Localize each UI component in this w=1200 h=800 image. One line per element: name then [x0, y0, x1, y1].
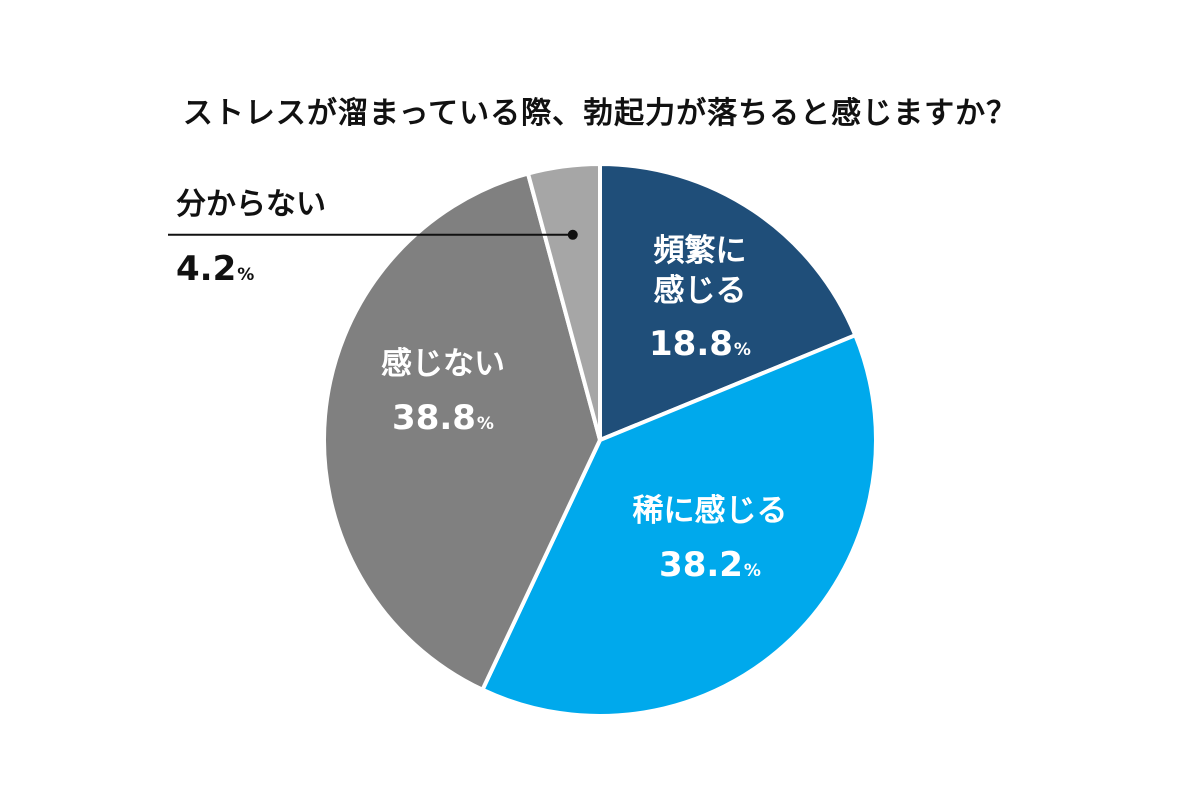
category-label: 稀に感じる [632, 493, 788, 529]
slice-rare [480, 333, 878, 718]
value-label: 38.2% [659, 544, 761, 585]
slice-none-label: 感じない 38.8% [381, 345, 505, 440]
value-label: 38.8% [392, 397, 494, 438]
category-label: 頻繁に [653, 233, 747, 269]
percent-sign: % [733, 340, 751, 361]
category-label: 感じる [653, 272, 747, 309]
leader-dot [567, 229, 578, 240]
slice-frequent-label: 頻繁に 感じる 18.8% [649, 232, 751, 367]
value-label: 18.8% [649, 324, 751, 365]
slice-none [322, 171, 602, 692]
slice-unknown-label: 分からない 4.2% [176, 186, 326, 292]
slice-rare-label: 稀に感じる 38.2% [633, 492, 788, 587]
value-label: 4.2% [176, 249, 255, 290]
chart-title: ストレスが溜まっている際、勃起力が落ちると感じますか？ [182, 96, 1018, 131]
percent-sign: % [476, 413, 494, 434]
category-label: 分からない [176, 187, 326, 222]
percent-sign: % [743, 560, 761, 581]
category-label: 感じない [381, 346, 505, 382]
percent-sign: % [237, 265, 255, 286]
slice-frequent [598, 162, 858, 442]
slice-unknown [526, 162, 602, 442]
